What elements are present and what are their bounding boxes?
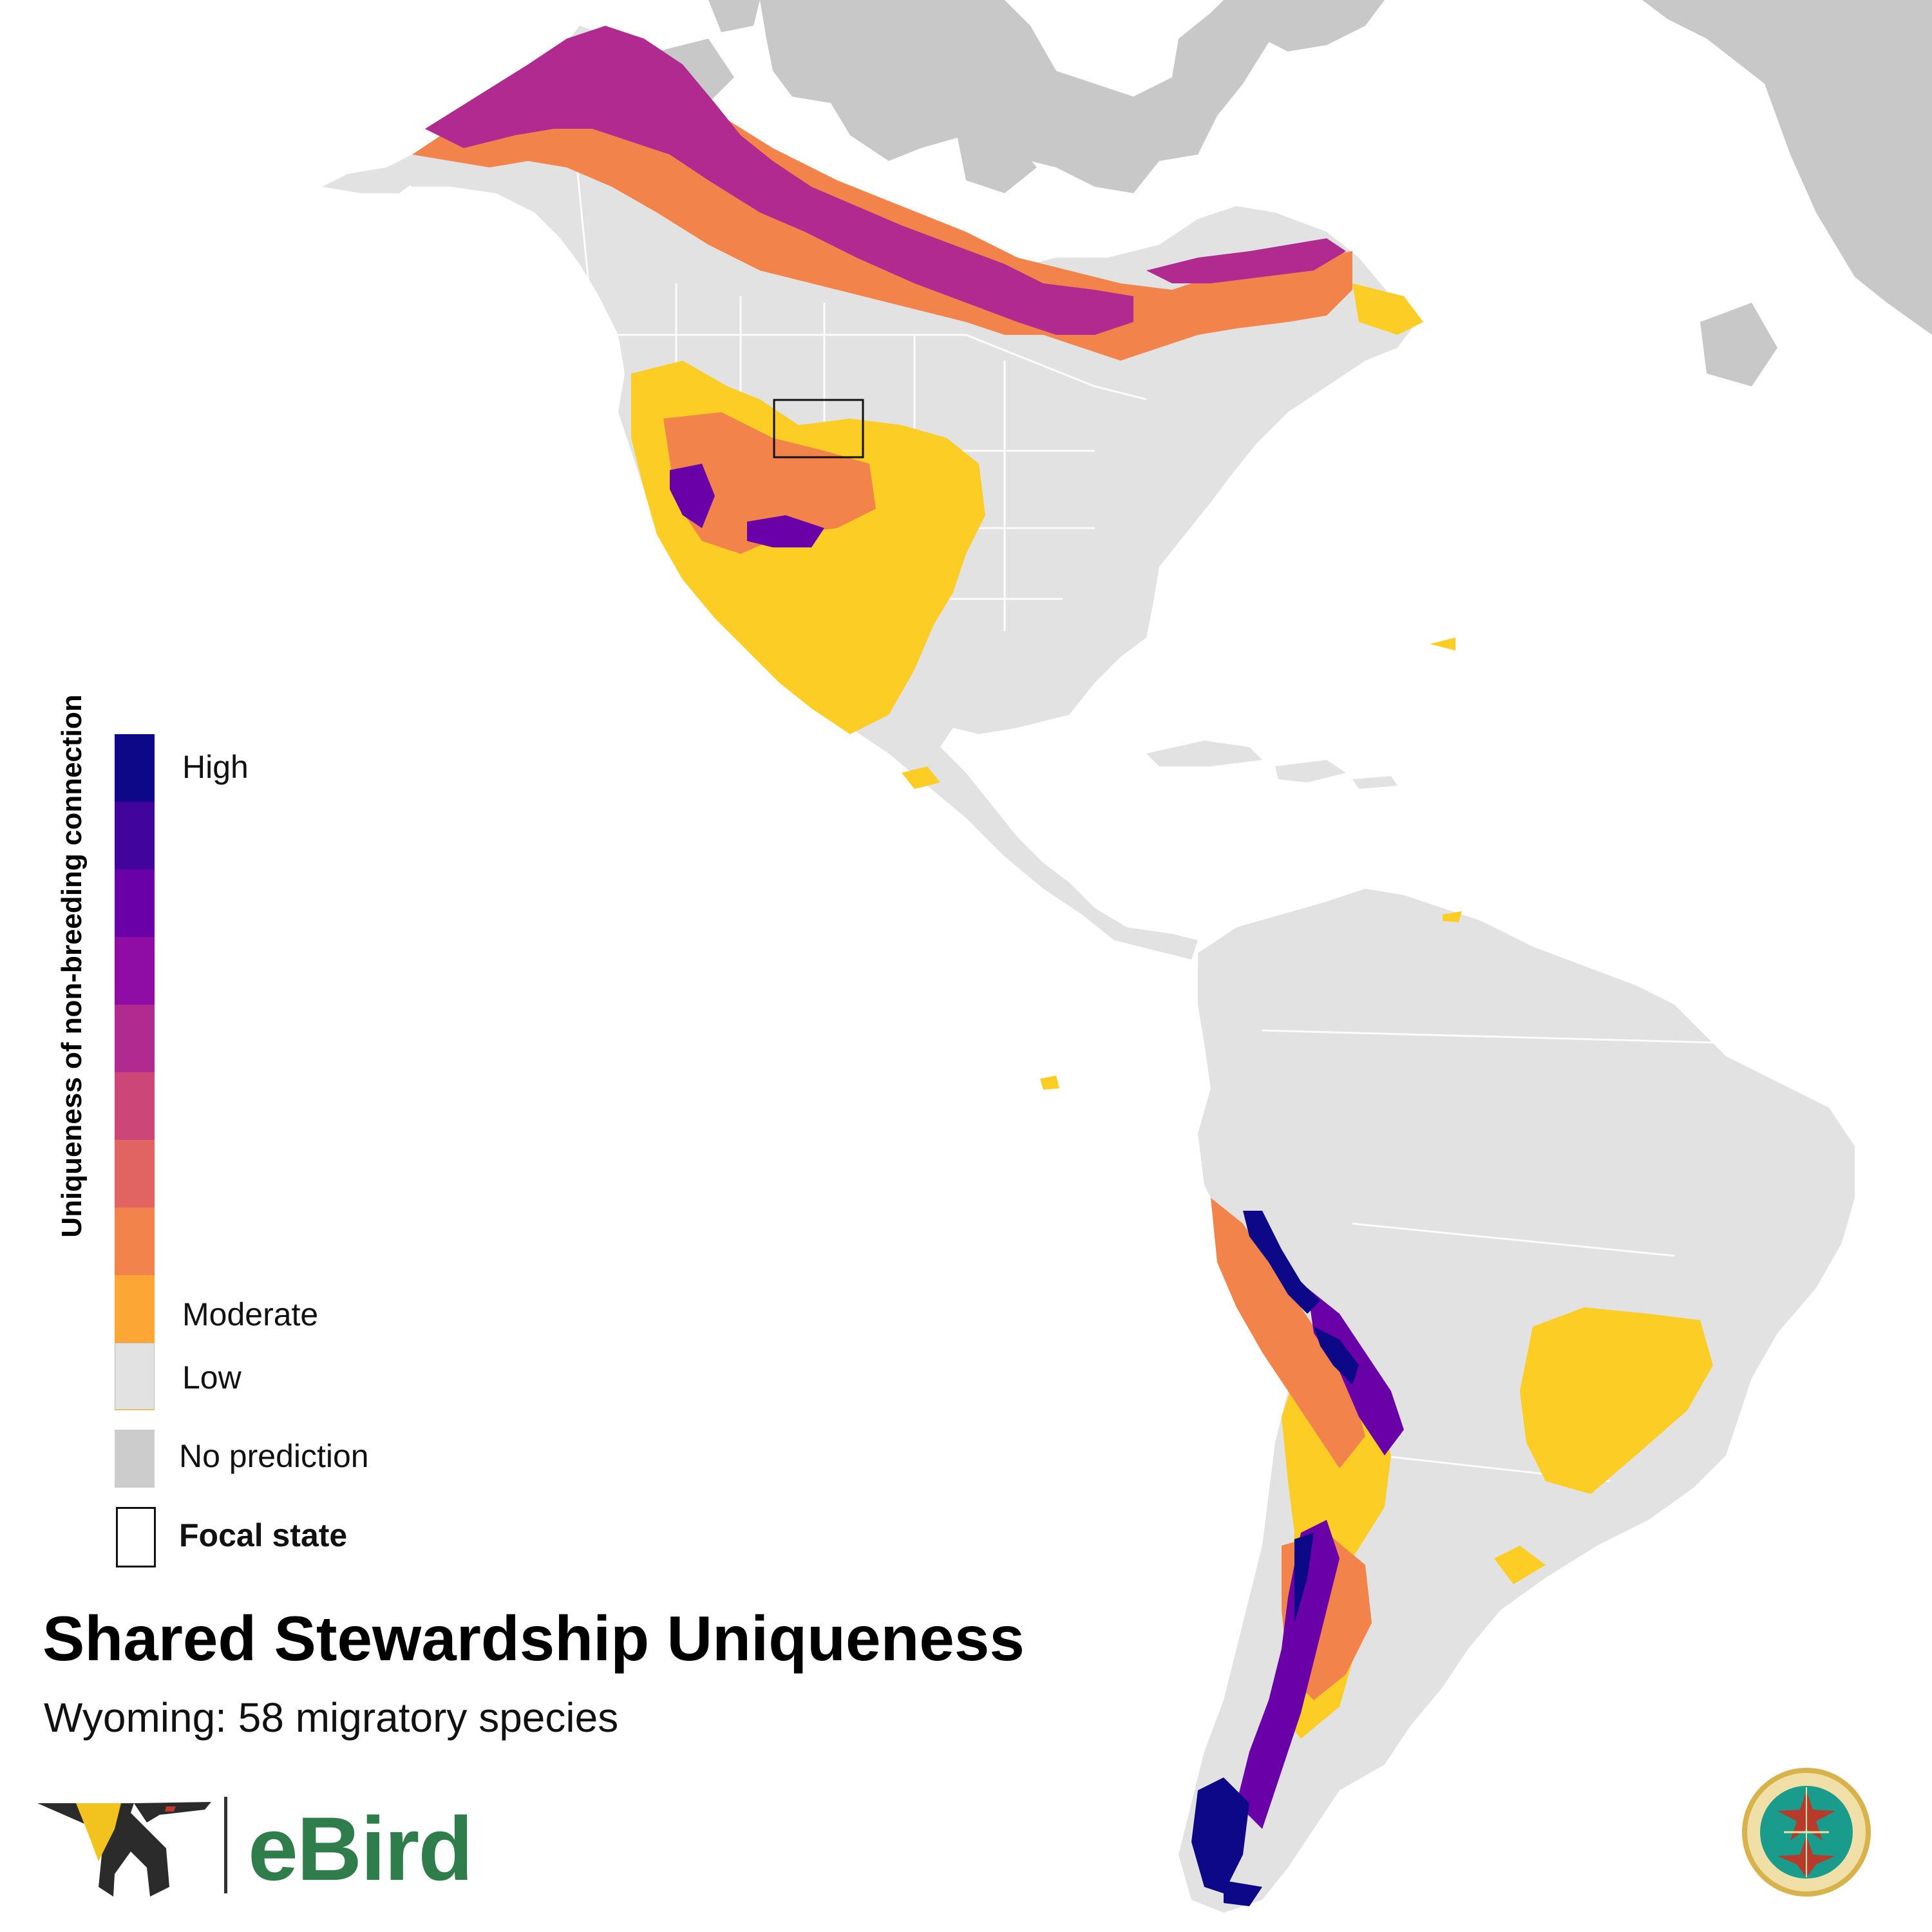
- legend-moderate-label: Moderate: [182, 1296, 319, 1332]
- legend-scale-swatch: [115, 937, 155, 1005]
- legend-scale-swatch: [115, 1275, 155, 1343]
- uniqueness-navy: [1191, 1211, 1359, 1906]
- partners-in-flight-seal: [1742, 1768, 1871, 1897]
- legend-scale-swatch: [115, 1005, 155, 1072]
- legend-low-label: Low: [182, 1359, 242, 1396]
- legend-color-scale: [115, 734, 155, 1410]
- legend-scale-swatch: [115, 1140, 155, 1208]
- legend-no-prediction-label: No prediction: [179, 1438, 369, 1474]
- legend-high-label: High: [182, 749, 249, 785]
- legend-low-swatch: [115, 1343, 155, 1410]
- map-title: Shared Stewardship Uniqueness: [43, 1603, 1025, 1674]
- legend-no-prediction-swatch: [115, 1430, 155, 1488]
- uniqueness-orange: [412, 39, 1372, 1700]
- legend-scale-swatch: [115, 802, 155, 869]
- legend-scale-swatch: [115, 869, 155, 937]
- legend-scale-swatch: [115, 1208, 155, 1275]
- focal-state-wyoming: [773, 399, 864, 459]
- legend-focal-state-label: Focal state: [179, 1517, 348, 1553]
- ebird-wordmark: eBird: [248, 1798, 473, 1899]
- legend-axis-title: Uniqueness of non-breeding connection: [56, 694, 88, 1238]
- map-subtitle: Wyoming: 58 migratory species: [44, 1694, 619, 1741]
- ebird-bird-icon: [37, 1797, 227, 1897]
- uniqueness-magenta: [425, 26, 1346, 335]
- legend-scale-swatch: [115, 734, 155, 802]
- legend-scale-swatch: [115, 1072, 155, 1140]
- legend-focal-state-swatch: [116, 1507, 156, 1567]
